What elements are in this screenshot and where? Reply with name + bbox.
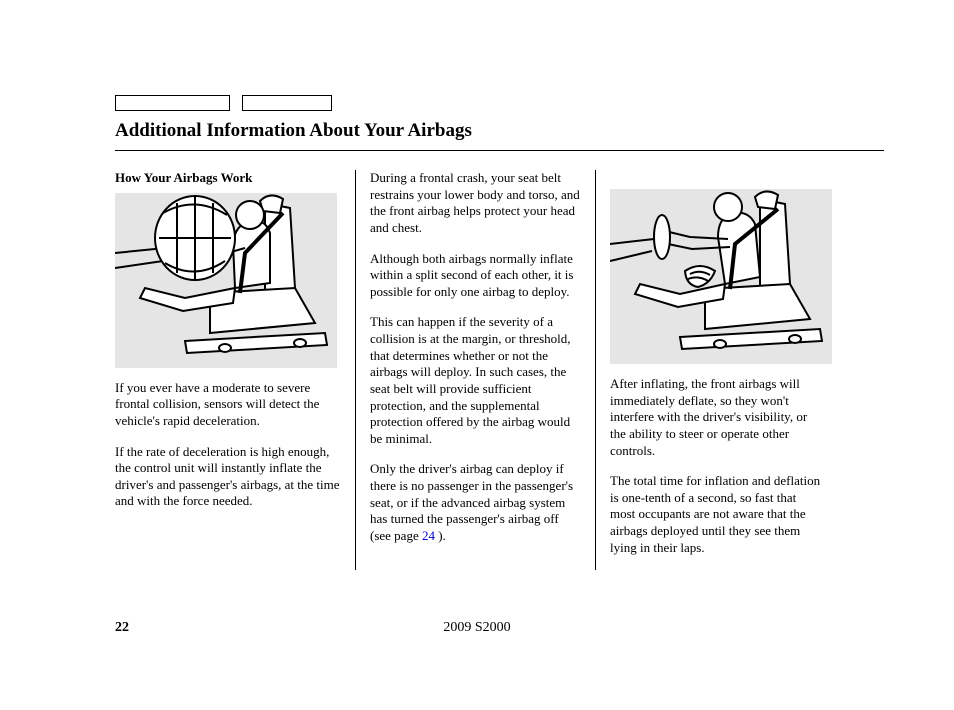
col2-p4-text-b: ). bbox=[435, 528, 446, 543]
page-title: Additional Information About Your Airbag… bbox=[115, 120, 884, 151]
col2-p4-text-a: Only the driver's airbag can deploy if t… bbox=[370, 461, 573, 543]
page-reference-link[interactable]: 24 bbox=[422, 528, 435, 543]
col2-para-3: This can happen if the severity of a col… bbox=[370, 314, 581, 447]
col1-para-1: If you ever have a moderate to severe fr… bbox=[115, 380, 341, 430]
col1-para-2: If the rate of deceleration is high enou… bbox=[115, 444, 341, 511]
spacer bbox=[610, 170, 821, 189]
col3-para-2: The total time for inflation and deflati… bbox=[610, 473, 821, 556]
col2-para-4: Only the driver's airbag can deploy if t… bbox=[370, 461, 581, 544]
content-columns: How Your Airbags Work bbox=[115, 170, 835, 570]
illustration-airbag-inflated bbox=[115, 193, 337, 368]
col2-para-2: Although both airbags normally inflate w… bbox=[370, 251, 581, 301]
header-empty-boxes bbox=[115, 95, 332, 111]
illustration-airbag-deflated bbox=[610, 189, 832, 364]
section-subhead: How Your Airbags Work bbox=[115, 170, 341, 187]
col2-para-1: During a frontal crash, your seat belt r… bbox=[370, 170, 581, 237]
column-2: During a frontal crash, your seat belt r… bbox=[355, 170, 595, 570]
col3-para-1: After inflating, the front airbags will … bbox=[610, 376, 821, 459]
header-box-2 bbox=[242, 95, 332, 111]
column-3: After inflating, the front airbags will … bbox=[595, 170, 835, 570]
footer-model-year: 2009 S2000 bbox=[0, 620, 954, 636]
column-1: How Your Airbags Work bbox=[115, 170, 355, 570]
header-box-1 bbox=[115, 95, 230, 111]
